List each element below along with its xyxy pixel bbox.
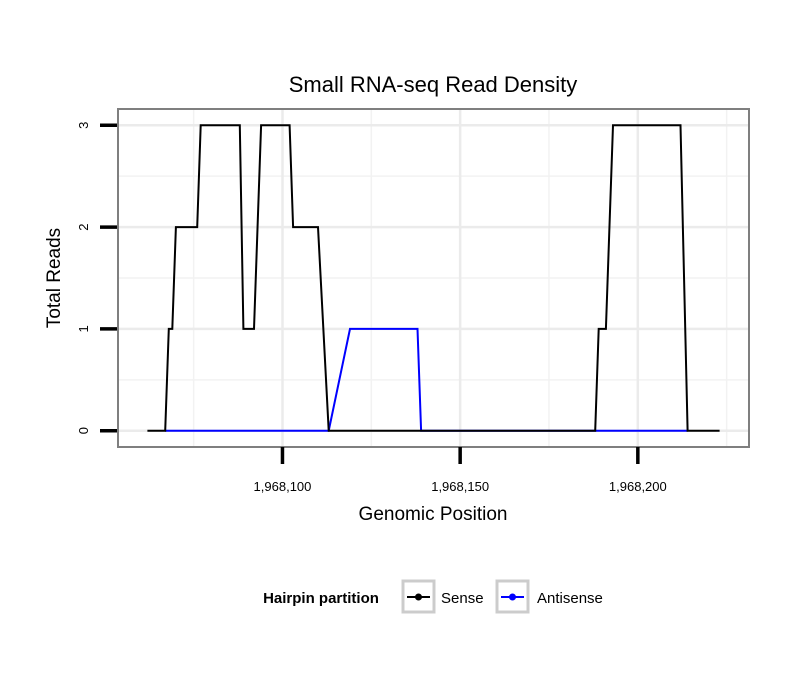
legend: Hairpin partition Sense Antisense (263, 579, 603, 614)
x-axis-title: Genomic Position (359, 504, 508, 525)
legend-label-antisense: Antisense (537, 590, 603, 607)
data-series (147, 124, 720, 432)
y-tick-label: 2 (76, 223, 91, 230)
series-line-sense (147, 124, 720, 432)
y-tick-label: 1 (76, 325, 91, 332)
y-tick-label: 3 (76, 122, 91, 129)
legend-label-sense: Sense (441, 590, 484, 607)
grid-lines (119, 110, 748, 446)
legend-point-antisense (509, 593, 516, 601)
y-axis: 0 1 2 3 (76, 122, 117, 434)
x-tick-label: 1,968,150 (431, 479, 489, 494)
legend-title: Hairpin partition (263, 590, 379, 607)
x-axis: 1,968,100 1,968,150 1,968,200 (254, 447, 667, 494)
x-tick-label: 1,968,100 (254, 479, 312, 494)
y-axis-title: Total Reads (44, 228, 65, 328)
legend-item-sense: Sense (401, 579, 484, 614)
plot-panel-border (117, 108, 750, 448)
chart-title: Small RNA-seq Read Density (289, 72, 578, 97)
x-tick-label: 1,968,200 (609, 479, 667, 494)
y-tick-label: 0 (76, 427, 91, 434)
legend-point-sense (415, 593, 422, 601)
legend-item-antisense: Antisense (495, 579, 603, 614)
